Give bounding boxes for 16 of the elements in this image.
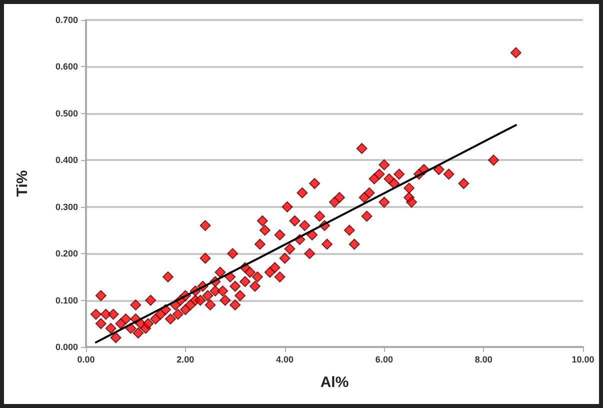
x-tick-label: 10.00 xyxy=(572,354,594,364)
x-tick-label: 8.00 xyxy=(474,354,492,364)
y-tick-label: 0.500 xyxy=(55,108,78,118)
y-axis-title: Ti% xyxy=(14,170,31,197)
x-axis-title: Al% xyxy=(320,374,349,391)
y-tick-label: 0.700 xyxy=(55,15,78,25)
x-tick-label: 6.00 xyxy=(375,354,393,364)
y-tick-label: 0.000 xyxy=(55,342,78,352)
y-tick-label: 0.300 xyxy=(55,202,78,212)
y-tick-label: 0.200 xyxy=(55,248,78,259)
y-tick-label: 0.100 xyxy=(55,295,78,306)
x-tick-label: 0.00 xyxy=(77,354,95,364)
x-tick-label: 4.00 xyxy=(276,354,294,364)
y-tick-label: 0.600 xyxy=(55,62,78,72)
y-tick-label: 0.400 xyxy=(55,155,78,166)
x-tick-label: 2.00 xyxy=(176,354,194,364)
